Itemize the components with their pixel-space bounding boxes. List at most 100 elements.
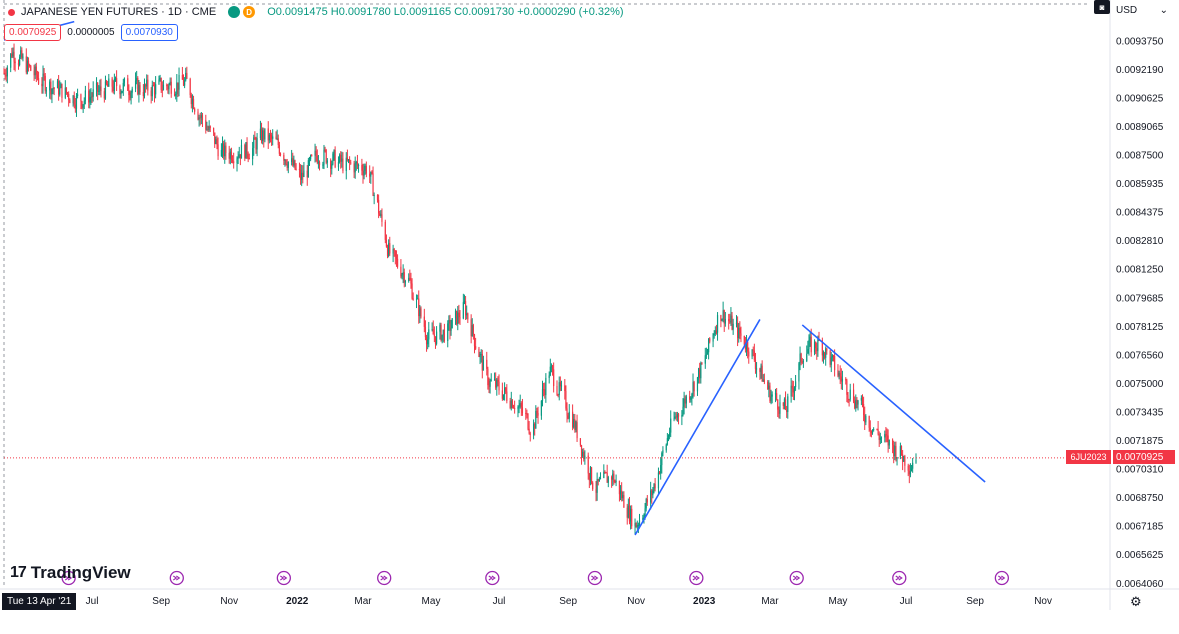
candle-body bbox=[769, 385, 771, 402]
candle-body bbox=[900, 446, 903, 455]
candle-body bbox=[685, 396, 687, 404]
candle-body bbox=[175, 94, 177, 96]
x-tick-label: Jul bbox=[493, 596, 506, 607]
candle-body bbox=[840, 376, 842, 382]
candle-body bbox=[189, 78, 191, 96]
candle-body bbox=[637, 524, 639, 526]
candle-body bbox=[42, 73, 44, 87]
candle-body bbox=[91, 96, 93, 98]
candle-body bbox=[580, 445, 583, 457]
marker-arrow bbox=[488, 575, 496, 581]
candle-body bbox=[454, 310, 457, 319]
candle-body bbox=[709, 338, 711, 342]
candle-body bbox=[810, 336, 812, 353]
candle-body bbox=[137, 77, 139, 95]
candle-body bbox=[424, 326, 427, 338]
candle-body bbox=[503, 387, 506, 395]
candle-body bbox=[588, 473, 590, 481]
candle-body bbox=[317, 162, 320, 164]
candle-body bbox=[509, 400, 511, 408]
candle-body bbox=[90, 96, 92, 98]
candle-body bbox=[451, 318, 453, 329]
candle-body bbox=[674, 416, 676, 419]
candle-body bbox=[166, 84, 168, 87]
tradingview-logo[interactable]: 17 TradingView bbox=[10, 563, 131, 583]
candle-body bbox=[388, 243, 390, 256]
candle-body bbox=[220, 149, 223, 157]
candle-body bbox=[208, 126, 210, 131]
candle-body bbox=[777, 399, 779, 410]
candle-body bbox=[751, 349, 753, 357]
candle-body bbox=[621, 490, 623, 499]
candle-body bbox=[301, 172, 303, 180]
candle-body bbox=[603, 471, 605, 479]
gear-icon[interactable]: ⚙ bbox=[1130, 594, 1142, 609]
candle-body bbox=[691, 393, 693, 398]
tradingview-logo-text: TradingView bbox=[30, 563, 131, 582]
candle-body bbox=[119, 85, 121, 95]
candle-body bbox=[431, 329, 433, 331]
candle-body bbox=[167, 86, 169, 90]
candle-body bbox=[217, 144, 219, 157]
candle-body bbox=[595, 489, 597, 493]
candle-body bbox=[817, 339, 819, 352]
candle-body bbox=[365, 165, 367, 174]
candle-body bbox=[457, 312, 459, 325]
candle-body bbox=[909, 471, 912, 475]
candle-body bbox=[82, 104, 84, 108]
candle-body bbox=[255, 139, 257, 150]
candle-body bbox=[597, 479, 599, 482]
candle-body bbox=[831, 355, 833, 358]
candle-body bbox=[596, 479, 598, 493]
candle-body bbox=[784, 399, 787, 410]
x-tick-label: Sep bbox=[559, 596, 577, 607]
candle-body bbox=[25, 56, 27, 73]
candle-body bbox=[582, 451, 584, 457]
candle-body bbox=[191, 98, 194, 105]
candle-body bbox=[592, 482, 594, 490]
candle-body bbox=[263, 130, 265, 140]
candle-body bbox=[869, 427, 871, 431]
candle-body bbox=[865, 416, 867, 423]
candle-body bbox=[354, 163, 356, 173]
candle-body bbox=[221, 143, 224, 150]
candle-body bbox=[605, 472, 607, 474]
y-tick-label: 0.0084375 bbox=[1116, 208, 1164, 219]
candle-body bbox=[635, 522, 637, 528]
candle-body bbox=[590, 467, 593, 483]
candle-body bbox=[224, 145, 226, 157]
candle-body bbox=[332, 153, 334, 165]
camera-icon[interactable]: ◙ bbox=[1094, 0, 1110, 14]
candle-body bbox=[373, 195, 375, 197]
candle-body bbox=[81, 101, 83, 108]
candle-body bbox=[369, 173, 371, 177]
candle-body bbox=[728, 318, 730, 322]
candle-body bbox=[420, 308, 422, 317]
currency-selector[interactable]: USD ⌄ bbox=[1112, 2, 1172, 18]
candle-body bbox=[80, 94, 82, 102]
candle-body bbox=[113, 78, 115, 91]
symbol-title[interactable]: JAPANESE YEN FUTURES · 1D · CME bbox=[21, 6, 217, 18]
candle-body bbox=[903, 456, 905, 462]
candle-body bbox=[412, 298, 414, 300]
candle-body bbox=[268, 134, 270, 141]
candle-body bbox=[450, 328, 452, 331]
candle-body bbox=[548, 375, 550, 378]
candle-body bbox=[696, 377, 699, 392]
candle-body bbox=[713, 334, 715, 336]
dividend-marker-icon bbox=[994, 570, 1010, 586]
candle-body bbox=[583, 451, 585, 459]
candle-body bbox=[762, 379, 764, 382]
candle-body bbox=[458, 312, 460, 318]
candle-body bbox=[337, 161, 340, 168]
candle-body bbox=[886, 435, 888, 437]
candle-body bbox=[825, 348, 827, 358]
candle-body bbox=[729, 321, 731, 323]
candle-body bbox=[800, 353, 802, 362]
candle-body bbox=[556, 386, 558, 395]
candle-body bbox=[147, 79, 149, 91]
candle-body bbox=[767, 381, 769, 390]
marker-arrow bbox=[895, 575, 903, 581]
measure-tool[interactable]: 0.0070925 0.0000005 0.0070930 bbox=[4, 24, 178, 41]
